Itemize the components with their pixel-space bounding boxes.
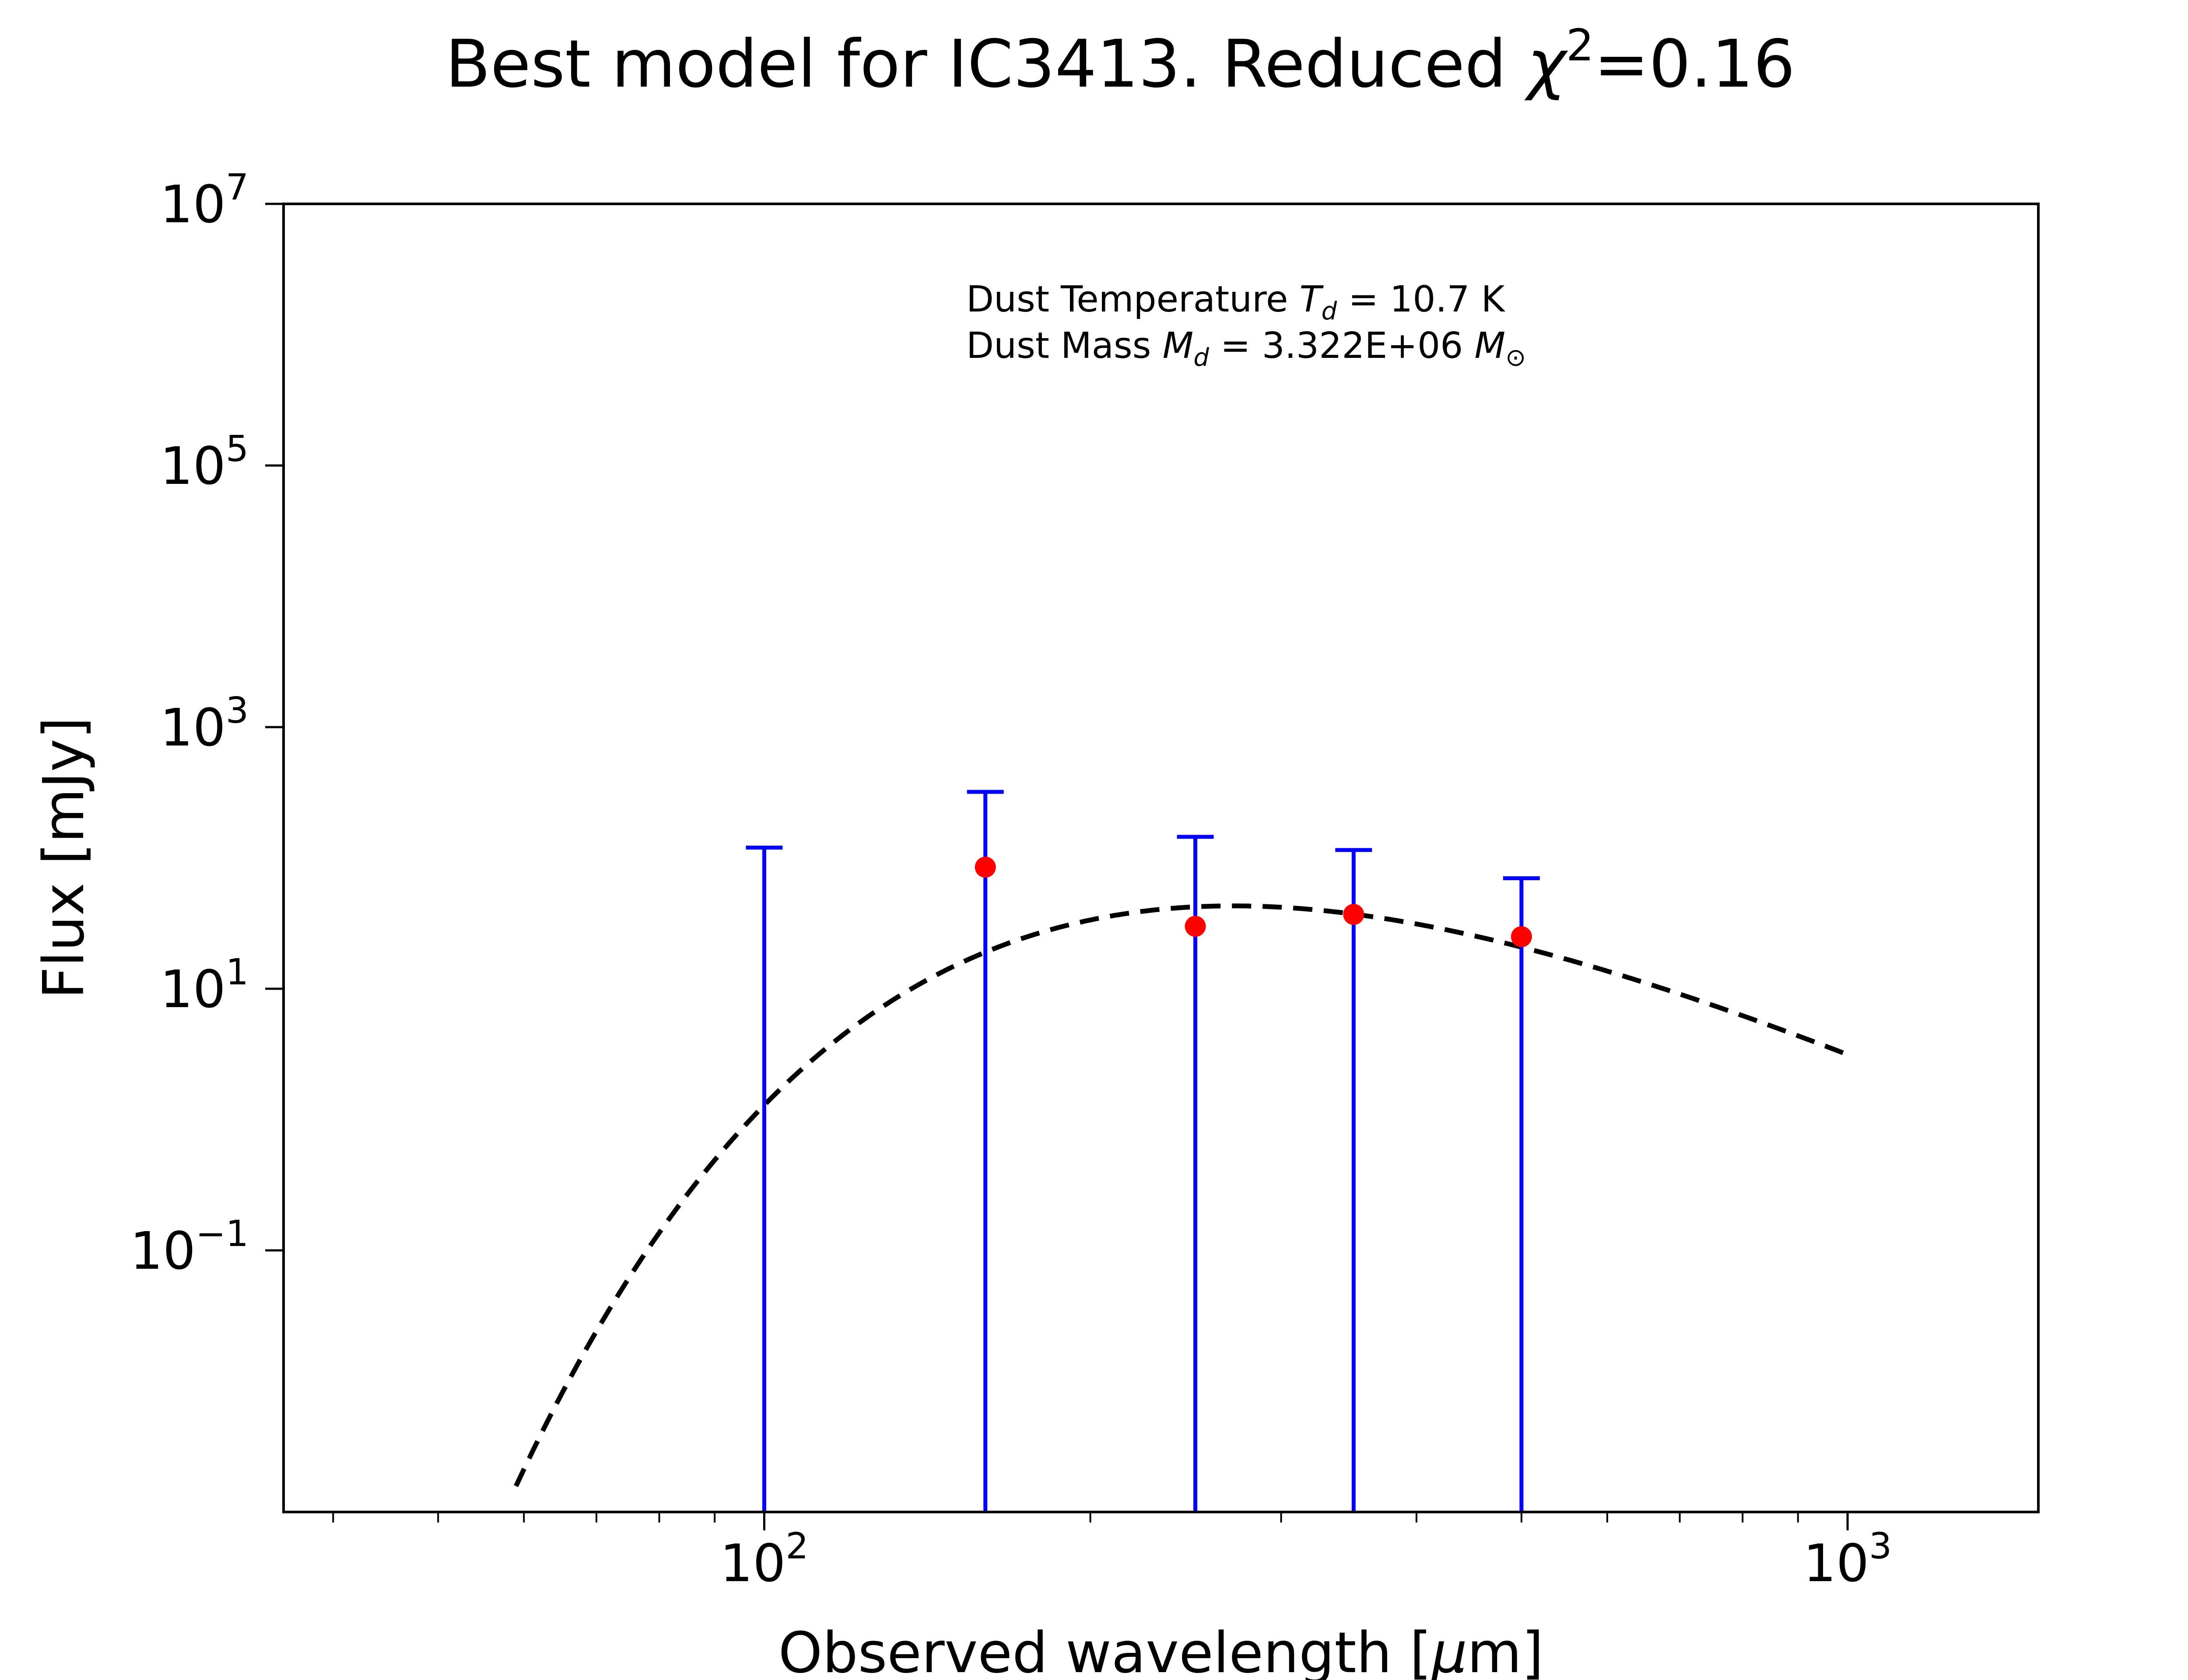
x-tick-label-base: 10 [720, 1533, 785, 1593]
x-axis-label: Observed wavelength [μm] [778, 1620, 1544, 1680]
annotation-line-2: Dust Mass Md = 3.322E+06 M⊙ [966, 325, 1526, 372]
chart-title: Best model for IC3413. Reduced χ2=0.16 [445, 20, 1795, 102]
model-curve-layer [514, 903, 1849, 1488]
x-tick-label-exponent: 2 [785, 1526, 808, 1567]
annotation-mass-symbol: M [1163, 325, 1194, 367]
annotation-solar-sub: ⊙ [1505, 343, 1526, 372]
x-tick-label-base: 10 [1803, 1533, 1869, 1593]
data-point-layer [975, 857, 1532, 948]
annotation-mass-sub: d [1193, 343, 1209, 372]
y-axis-label: Flux [mJy] [32, 717, 97, 999]
y-tick-label-base: 10 [160, 174, 226, 234]
data-point-1 [975, 857, 996, 878]
annotation-line-1: Dust Temperature Td = 10.7 K [966, 279, 1506, 326]
y-tick-label-exponent: 1 [226, 952, 249, 993]
y-tick-label-1: 101 [160, 952, 249, 1019]
y-tick-label-0: 10−1 [130, 1213, 249, 1281]
x-tick-label-0: 102 [720, 1526, 808, 1593]
x-axis-label-mu: μ [1431, 1620, 1467, 1680]
data-point-4 [1511, 926, 1532, 948]
y-tick-label-4: 107 [160, 167, 249, 234]
x-axis-label-prefix: Observed wavelength [ [778, 1620, 1432, 1680]
data-point-3 [1343, 904, 1364, 925]
y-tick-label-3: 105 [160, 428, 249, 496]
annotation-temp-value: = 10.7 K [1337, 279, 1505, 320]
minor-tick-layer [332, 1512, 1799, 1522]
y-tick-label-base: 10 [160, 697, 226, 758]
annotation-mass-prefix: Dust Mass [966, 325, 1163, 367]
annotation-temp-symbol: T [1300, 279, 1324, 320]
y-tick-label-exponent: −1 [196, 1213, 249, 1255]
y-tick-label-2: 103 [160, 690, 249, 758]
chart-title-prefix: Best model for IC3413. Reduced [445, 26, 1527, 102]
chart-title-superscript: 2 [1566, 20, 1594, 71]
x-tick-label-exponent: 3 [1869, 1526, 1892, 1567]
x-axis-label-rest: m] [1467, 1620, 1544, 1680]
chart-title-symbol: χ [1524, 26, 1568, 102]
annotation-solar-symbol: M [1474, 325, 1505, 367]
y-tick-label-exponent: 3 [226, 690, 249, 732]
plot-frame [282, 203, 2040, 1513]
errorbar-layer [746, 790, 1540, 1512]
annotation-temp-prefix: Dust Temperature [966, 279, 1300, 320]
x-tick-label-1: 103 [1803, 1526, 1892, 1593]
y-tick-label-exponent: 5 [226, 428, 249, 470]
data-point-2 [1185, 916, 1206, 937]
y-tick-label-base: 10 [130, 1221, 196, 1281]
y-tick-label-base: 10 [160, 436, 226, 496]
y-tick-label-base: 10 [160, 959, 226, 1019]
annotation-mass-value: = 3.322E+06 [1209, 325, 1475, 367]
y-tick-label-exponent: 7 [226, 167, 249, 208]
model-curve [514, 903, 1849, 1488]
annotation-temp-sub: d [1322, 297, 1337, 326]
chart-title-suffix: =0.16 [1594, 26, 1795, 102]
